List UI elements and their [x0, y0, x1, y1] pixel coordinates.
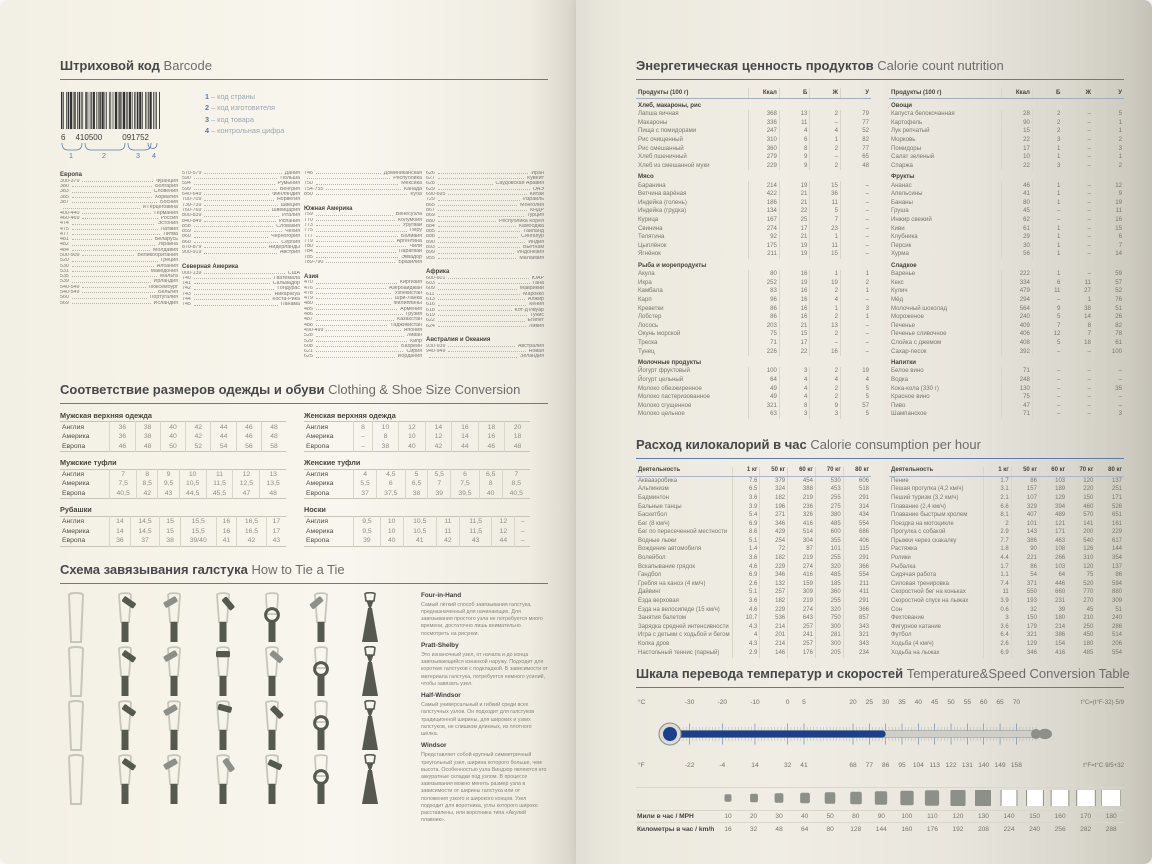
svg-text:60: 60: [980, 699, 988, 706]
svg-text:0: 0: [786, 699, 790, 706]
svg-text:32: 32: [784, 762, 792, 769]
svg-text:131: 131: [962, 762, 973, 769]
svg-text:-22: -22: [685, 762, 695, 769]
svg-text:68: 68: [849, 762, 857, 769]
svg-text:t°F=t°C·9/5+32: t°F=t°C·9/5+32: [1083, 762, 1124, 769]
svg-text:-4: -4: [719, 762, 725, 769]
svg-text:50: 50: [947, 699, 955, 706]
svg-text:40: 40: [915, 699, 923, 706]
svg-text:95: 95: [898, 762, 906, 769]
svg-text:158: 158: [1011, 762, 1022, 769]
svg-text:55: 55: [964, 699, 972, 706]
svg-text:149: 149: [995, 762, 1006, 769]
svg-text:70: 70: [1013, 699, 1021, 706]
svg-text:113: 113: [929, 762, 940, 769]
svg-text:65: 65: [996, 699, 1004, 706]
svg-text:30: 30: [882, 699, 890, 706]
svg-text:2: 2: [102, 151, 106, 160]
svg-text:140: 140: [978, 762, 989, 769]
svg-text:20: 20: [849, 699, 857, 706]
svg-text:122: 122: [946, 762, 957, 769]
svg-text:77: 77: [866, 762, 874, 769]
svg-text:3: 3: [136, 151, 140, 160]
svg-text:25: 25: [866, 699, 874, 706]
svg-text:-20: -20: [718, 699, 728, 706]
svg-text:t°C=(t°F-32)·5/9: t°C=(t°F-32)·5/9: [1081, 699, 1124, 706]
svg-text:35: 35: [898, 699, 906, 706]
svg-text:14: 14: [751, 762, 759, 769]
svg-text:-30: -30: [685, 699, 695, 706]
svg-text:5: 5: [802, 699, 806, 706]
svg-text:45: 45: [931, 699, 939, 706]
svg-text:°F: °F: [638, 761, 645, 769]
svg-text:1: 1: [69, 151, 73, 160]
svg-text:104: 104: [913, 762, 924, 769]
svg-text:4: 4: [152, 151, 156, 160]
svg-text:86: 86: [882, 762, 890, 769]
svg-text:-10: -10: [750, 699, 760, 706]
svg-text:41: 41: [800, 762, 808, 769]
svg-text:°C: °C: [638, 698, 646, 706]
